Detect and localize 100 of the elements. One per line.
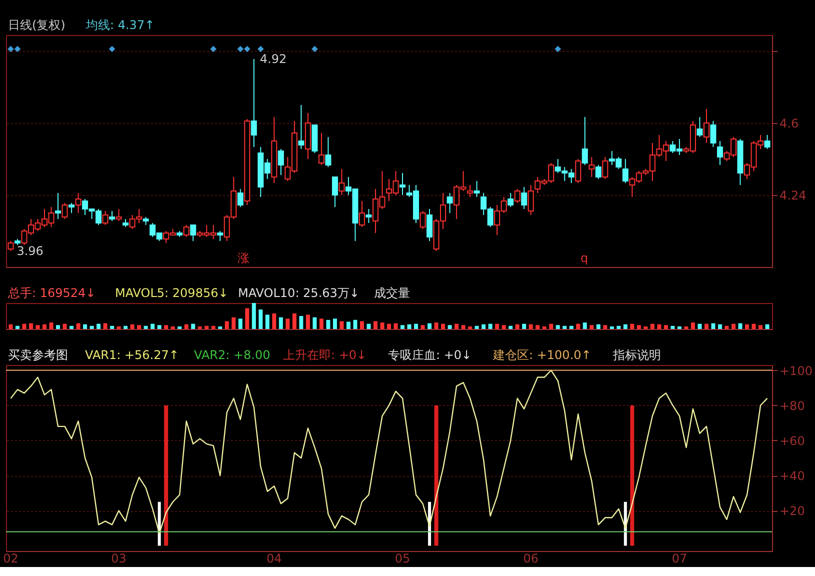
bar — [211, 326, 216, 329]
bar — [482, 324, 486, 329]
candlestick — [325, 136, 332, 168]
bar — [130, 324, 134, 329]
bar — [70, 326, 74, 329]
bar — [366, 324, 371, 329]
candlestick — [102, 210, 108, 226]
bar — [191, 324, 196, 329]
bar — [670, 326, 675, 329]
y-tick-label: +20 — [780, 504, 805, 518]
y-tick-label: 4.6 — [780, 116, 799, 130]
text: 成交量 — [374, 286, 410, 300]
bar — [420, 325, 425, 329]
bar — [690, 322, 695, 329]
bar — [677, 326, 682, 329]
bar — [252, 303, 256, 329]
bar — [28, 323, 33, 329]
bar — [22, 324, 26, 329]
x-tick-label: 05 — [394, 552, 410, 566]
bar — [644, 326, 648, 329]
bar — [495, 324, 500, 329]
bar — [515, 324, 520, 329]
bar — [332, 318, 337, 329]
candlestick — [190, 224, 196, 242]
candlestick — [446, 192, 453, 214]
y-tick-label: +100 — [780, 364, 812, 378]
candlestick — [217, 230, 224, 242]
annotation: 4.92 — [260, 52, 287, 66]
bar — [15, 326, 20, 329]
bar — [718, 324, 722, 329]
candlestick — [250, 58, 257, 148]
annotation: q — [580, 251, 588, 265]
bar — [549, 324, 554, 329]
bar — [340, 321, 344, 329]
bar — [556, 325, 560, 329]
text: 指标说明 — [612, 348, 661, 362]
candlestick — [318, 132, 324, 166]
text: MAVOL10: 25.63万↓ — [238, 286, 360, 300]
line-series — [10, 370, 768, 534]
candlestick — [332, 176, 338, 208]
y-tick-label: 4.24 — [780, 188, 806, 202]
bar — [36, 325, 40, 329]
bar — [569, 326, 574, 329]
annotation: 3.96 — [16, 244, 44, 258]
bar — [441, 324, 446, 329]
bar — [454, 324, 459, 329]
bar — [96, 324, 101, 329]
bar — [49, 322, 54, 329]
bar — [752, 324, 756, 329]
candlestick — [575, 158, 582, 184]
text: VAR2: +8.00 — [194, 348, 270, 362]
bar — [150, 324, 155, 329]
bar — [204, 326, 209, 329]
bar — [42, 324, 47, 329]
y-tick-label: +80 — [780, 398, 805, 413]
bar — [137, 325, 142, 329]
bar — [724, 326, 729, 329]
bar — [738, 323, 742, 329]
bar — [353, 320, 358, 329]
candlestick — [582, 116, 588, 166]
candlestick — [400, 172, 406, 196]
text: 上升在即: +0↓ — [283, 348, 367, 362]
bar — [8, 324, 13, 329]
bar — [380, 322, 384, 329]
candlestick — [595, 164, 602, 180]
text: 均线: 4.37↑ — [85, 18, 155, 32]
bar — [590, 325, 594, 329]
bar — [299, 316, 304, 329]
bar — [542, 326, 546, 329]
bar — [684, 326, 688, 329]
y-tick-label: +60 — [780, 434, 805, 448]
bar — [596, 324, 600, 329]
bar — [157, 325, 162, 329]
candlestick — [8, 240, 14, 252]
text: MAVOL5: 209856↓ — [115, 286, 228, 300]
x-tick-label: 04 — [266, 552, 282, 566]
candlestick — [703, 108, 710, 144]
candlestick — [183, 224, 190, 238]
text: 建仓区: +100.0↑ — [492, 348, 592, 362]
text: VAR1: +56.27↑ — [85, 348, 179, 362]
bar — [474, 326, 479, 329]
bar — [434, 322, 438, 329]
candlestick — [278, 148, 284, 176]
bar — [394, 323, 398, 329]
candlestick — [467, 184, 474, 198]
candlestick — [710, 120, 716, 148]
candlestick — [55, 192, 62, 220]
bar — [319, 318, 324, 329]
bar — [461, 325, 466, 329]
bar — [144, 326, 148, 329]
bar — [765, 324, 770, 329]
text: 专吸庄血: +0↓ — [388, 348, 472, 362]
bar — [178, 326, 182, 329]
bar — [62, 324, 67, 329]
bar — [610, 326, 614, 329]
bar — [698, 324, 702, 329]
bar — [731, 324, 736, 329]
bar — [90, 326, 94, 329]
candlestick — [602, 156, 608, 180]
bar — [56, 325, 60, 329]
